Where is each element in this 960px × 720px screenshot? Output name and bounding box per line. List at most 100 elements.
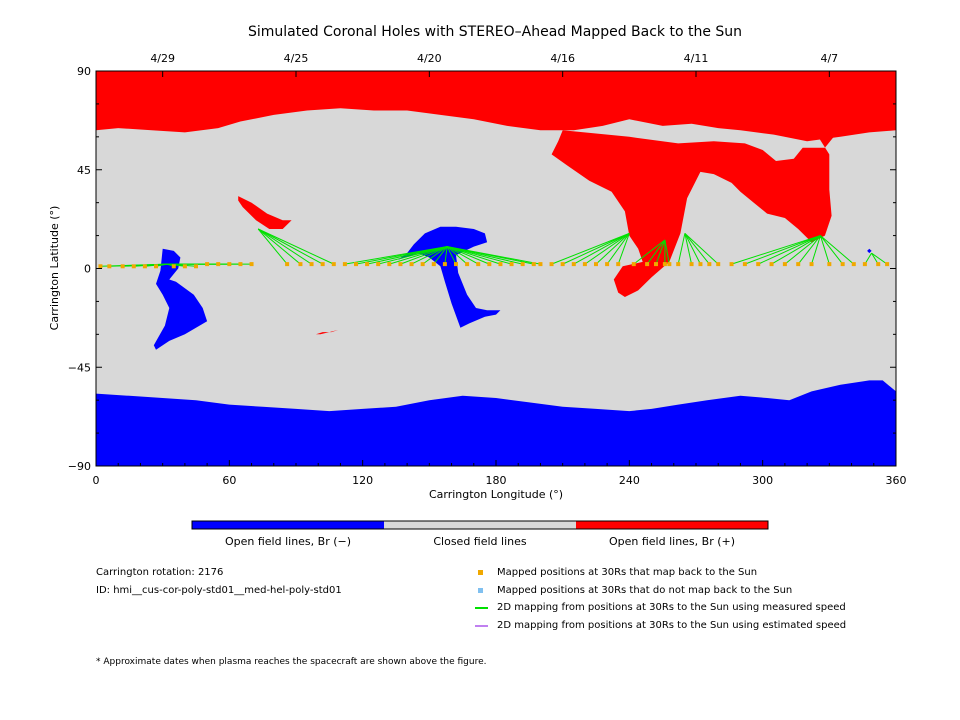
- mapped-point: [698, 262, 703, 267]
- mapped-point: [354, 262, 358, 267]
- mapped-point: [689, 262, 694, 267]
- colorbar-label-closed: Closed field lines: [433, 535, 527, 548]
- x-tick-label: 60: [222, 474, 236, 487]
- mapped-point: [320, 262, 325, 267]
- mapping-line: [389, 246, 448, 265]
- measured-line-icon: [475, 607, 488, 609]
- mapping-line: [744, 235, 821, 265]
- colorbar: [191, 520, 769, 530]
- mapping-line: [646, 239, 666, 265]
- y-tick-label: 45: [77, 164, 91, 177]
- mapped-point: [331, 262, 336, 267]
- legend-measured-label: 2D mapping from positions at 30Rs to the…: [497, 602, 846, 613]
- mapped-point: [98, 264, 103, 269]
- top-date-label: 4/7: [820, 52, 838, 65]
- mapping-line: [684, 233, 693, 265]
- mapping-line: [797, 235, 821, 265]
- model-id: ID: hmi__cus-cor-poly-std01__med-hel-pol…: [96, 585, 342, 596]
- mapped-point: [605, 262, 610, 267]
- mapped-point: [676, 262, 681, 267]
- mapped-point: [238, 262, 243, 267]
- mapping-line: [811, 235, 821, 265]
- x-tick-label: 300: [752, 474, 773, 487]
- mapped-point: [398, 262, 403, 267]
- positive-coronal-hole-2: [238, 196, 292, 229]
- mapped-point: [107, 264, 112, 269]
- mapping-line: [655, 239, 666, 265]
- mapping-line: [422, 246, 448, 265]
- mapping-line: [871, 252, 888, 265]
- mapped-point: [645, 262, 650, 267]
- mapping-line: [684, 233, 710, 265]
- x-tick-label: 240: [619, 474, 640, 487]
- mapped-point: [509, 262, 514, 267]
- mapping-line: [378, 246, 448, 265]
- mapping-line: [633, 239, 666, 265]
- x-tick-label: 0: [93, 474, 100, 487]
- x-tick-label: 360: [886, 474, 907, 487]
- mapped-point: [549, 262, 554, 267]
- x-tick-label: 120: [352, 474, 373, 487]
- mapping-line: [446, 246, 479, 265]
- mapped-point: [498, 262, 503, 267]
- mapped-point: [769, 262, 774, 267]
- y-axis-label: Carrington Latitude (°): [48, 206, 61, 331]
- negative-coronal-hole-8: [867, 248, 872, 254]
- mapped-point: [194, 264, 198, 269]
- mapping-line: [258, 228, 334, 265]
- mapping-line: [731, 235, 821, 265]
- mapped-point: [571, 262, 576, 267]
- footnote: * Approximate dates when plasma reaches …: [96, 657, 487, 667]
- mapping-line: [411, 246, 448, 265]
- colorbar-frame: [191, 520, 769, 530]
- mapped-point: [851, 262, 856, 267]
- mapped-point: [667, 262, 672, 267]
- mapped-point: [885, 262, 890, 267]
- mapping-line: [444, 246, 448, 265]
- mapped-point: [520, 262, 525, 267]
- positive-coronal-hole-0: [96, 71, 896, 142]
- mapping-line: [595, 233, 630, 265]
- colorbar-segment: [576, 521, 768, 529]
- estimated-line-icon: [475, 625, 488, 627]
- mapped-point: [631, 262, 636, 267]
- mapped-point: [227, 262, 232, 267]
- y-tick-label: −45: [68, 361, 91, 374]
- legend-estimated-label: 2D mapping from positions at 30Rs to the…: [497, 620, 847, 631]
- mapped-point: [796, 262, 801, 267]
- mapping-line: [684, 233, 719, 265]
- mapped-point: [876, 262, 881, 267]
- mapping-line: [257, 228, 312, 265]
- mapped-point: [249, 262, 254, 267]
- chart-title: Simulated Coronal Holes with STEREO–Ahea…: [248, 24, 742, 40]
- top-date-label: 4/11: [684, 52, 709, 65]
- mapping-line: [677, 233, 686, 265]
- mapping-line: [819, 235, 830, 265]
- mapping-line: [684, 233, 701, 265]
- mapped-point: [476, 262, 481, 267]
- mapped-point: [285, 262, 290, 267]
- carrington-rotation: Carrington rotation: 2176: [96, 567, 224, 578]
- negative-coronal-hole-5: [96, 380, 896, 466]
- x-tick-label: 180: [486, 474, 507, 487]
- positive-coronal-hole-1: [551, 130, 834, 297]
- mapped-point: [409, 262, 414, 267]
- mapping-line: [573, 232, 630, 265]
- colorbar-segment: [192, 521, 384, 529]
- mapped-marker-icon: [478, 570, 483, 575]
- mapping-line: [784, 235, 821, 265]
- mapped-point: [742, 262, 747, 267]
- negative-coronal-hole-6: [153, 248, 208, 350]
- mapped-point: [560, 262, 565, 267]
- positive-coronal-hole-4: [562, 130, 616, 157]
- mapping-line: [257, 228, 323, 265]
- mapping-line: [446, 246, 457, 265]
- colorbar-segment: [384, 521, 576, 529]
- colorbar-label-negative: Open field lines, Br (−): [225, 535, 351, 548]
- mapping-line: [433, 246, 448, 265]
- mapping-line: [584, 232, 630, 265]
- mapped-point: [616, 262, 621, 267]
- plot-area: [95, 70, 897, 467]
- mapping-line: [664, 239, 670, 265]
